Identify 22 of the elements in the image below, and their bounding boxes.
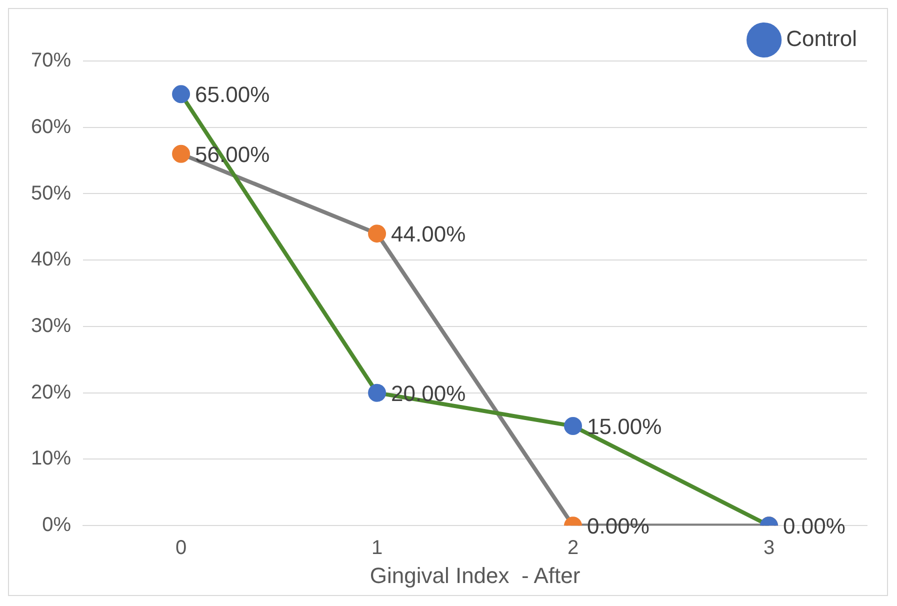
y-tick-label: 50% (31, 182, 72, 204)
y-tick-label: 40% (31, 248, 72, 271)
data-label: 65.00% (195, 82, 270, 108)
x-tick-label: 2 (567, 537, 579, 560)
data-label: 0.00% (783, 514, 846, 539)
data-label: 44.00% (391, 222, 466, 247)
data-label: 20.00% (391, 380, 466, 406)
y-tick-label: 10% (31, 448, 72, 470)
x-axis-title: Gingival Index - After (370, 562, 580, 588)
legend-label: Control (786, 26, 857, 52)
x-tick-label: 0 (175, 537, 187, 560)
y-tick-label: 0% (42, 514, 72, 536)
point (368, 224, 386, 243)
y-tick-label: 20% (31, 381, 72, 404)
y-tick-label: 60% (31, 116, 72, 138)
point (172, 85, 190, 104)
x-tick-label: 3 (763, 537, 775, 560)
y-tick-label: 70% (31, 50, 72, 72)
point (172, 144, 190, 163)
x-tick-label: 1 (371, 537, 383, 560)
data-label: 15.00% (587, 414, 662, 440)
y-tick-label: 30% (31, 315, 72, 337)
